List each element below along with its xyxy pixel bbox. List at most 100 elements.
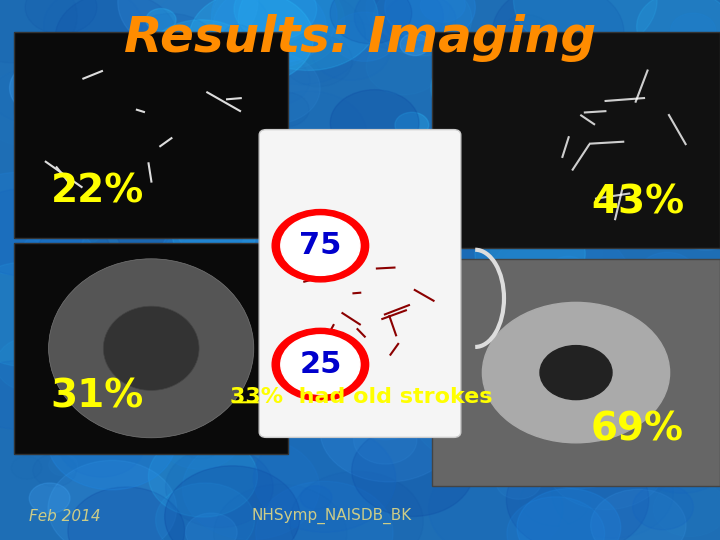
Circle shape [32, 265, 122, 332]
Circle shape [354, 0, 444, 50]
Circle shape [212, 0, 337, 63]
Text: Feb 2014: Feb 2014 [29, 509, 100, 524]
Circle shape [373, 0, 472, 56]
Circle shape [544, 278, 662, 366]
Circle shape [513, 390, 644, 489]
Circle shape [44, 0, 143, 62]
Circle shape [390, 255, 441, 293]
Circle shape [418, 292, 526, 372]
Circle shape [195, 157, 302, 238]
Circle shape [272, 328, 369, 401]
Circle shape [366, 0, 449, 39]
Circle shape [287, 227, 366, 287]
Circle shape [348, 244, 421, 300]
Circle shape [357, 282, 424, 332]
Circle shape [160, 215, 293, 315]
Circle shape [331, 12, 397, 62]
Circle shape [272, 210, 369, 282]
Circle shape [540, 346, 612, 400]
Circle shape [253, 426, 396, 532]
Circle shape [128, 366, 238, 448]
Circle shape [118, 0, 258, 55]
Circle shape [607, 319, 695, 385]
Circle shape [213, 0, 326, 69]
Circle shape [156, 483, 255, 540]
Circle shape [400, 33, 429, 56]
Circle shape [138, 324, 171, 349]
Circle shape [475, 213, 585, 295]
Circle shape [281, 335, 360, 394]
Circle shape [212, 0, 345, 71]
Circle shape [25, 0, 97, 34]
Circle shape [330, 0, 412, 44]
Circle shape [48, 394, 176, 490]
Circle shape [184, 292, 243, 335]
Circle shape [0, 262, 99, 367]
Circle shape [487, 104, 559, 158]
Circle shape [526, 341, 666, 446]
Circle shape [406, 337, 545, 441]
Circle shape [133, 75, 216, 137]
Circle shape [591, 343, 645, 384]
Circle shape [166, 447, 273, 528]
Circle shape [384, 0, 475, 42]
Circle shape [634, 421, 720, 494]
Circle shape [174, 182, 282, 262]
Circle shape [0, 172, 88, 275]
Circle shape [122, 14, 219, 86]
Circle shape [144, 20, 258, 106]
Circle shape [178, 219, 287, 301]
Circle shape [307, 224, 428, 314]
FancyBboxPatch shape [432, 32, 720, 248]
Circle shape [66, 60, 171, 140]
Circle shape [235, 40, 278, 73]
Circle shape [539, 309, 657, 398]
Circle shape [623, 388, 654, 410]
Circle shape [153, 281, 251, 355]
Circle shape [338, 133, 438, 208]
Ellipse shape [104, 306, 199, 390]
Circle shape [0, 361, 62, 429]
Ellipse shape [48, 259, 254, 438]
Circle shape [550, 99, 590, 129]
Circle shape [0, 0, 77, 63]
Circle shape [361, 311, 395, 337]
Circle shape [420, 0, 465, 22]
Circle shape [521, 414, 587, 464]
Circle shape [0, 337, 69, 392]
Circle shape [564, 92, 611, 126]
Circle shape [330, 90, 419, 156]
Circle shape [305, 224, 366, 270]
Circle shape [48, 461, 176, 540]
Circle shape [431, 348, 467, 375]
Circle shape [234, 0, 317, 40]
Circle shape [369, 357, 462, 427]
Circle shape [657, 369, 720, 449]
Text: 33%  had old strokes: 33% had old strokes [230, 387, 493, 407]
Circle shape [87, 278, 162, 334]
Circle shape [65, 304, 197, 403]
Circle shape [587, 44, 720, 147]
Circle shape [633, 484, 693, 530]
Circle shape [673, 194, 720, 235]
Circle shape [220, 199, 354, 300]
Circle shape [506, 446, 649, 540]
Circle shape [460, 146, 591, 245]
Circle shape [670, 13, 716, 47]
Text: NHSymp_NAISDB_BK: NHSymp_NAISDB_BK [252, 508, 413, 524]
Circle shape [436, 125, 559, 218]
Circle shape [81, 348, 191, 430]
Circle shape [186, 513, 237, 540]
Text: 25: 25 [300, 350, 341, 379]
Circle shape [30, 36, 171, 143]
Circle shape [38, 223, 110, 278]
Circle shape [210, 373, 282, 427]
Circle shape [182, 437, 320, 539]
Circle shape [87, 342, 176, 409]
Circle shape [636, 0, 720, 62]
Circle shape [469, 51, 612, 158]
Circle shape [489, 227, 631, 334]
Circle shape [507, 497, 605, 540]
Circle shape [238, 0, 378, 70]
Circle shape [179, 225, 270, 294]
